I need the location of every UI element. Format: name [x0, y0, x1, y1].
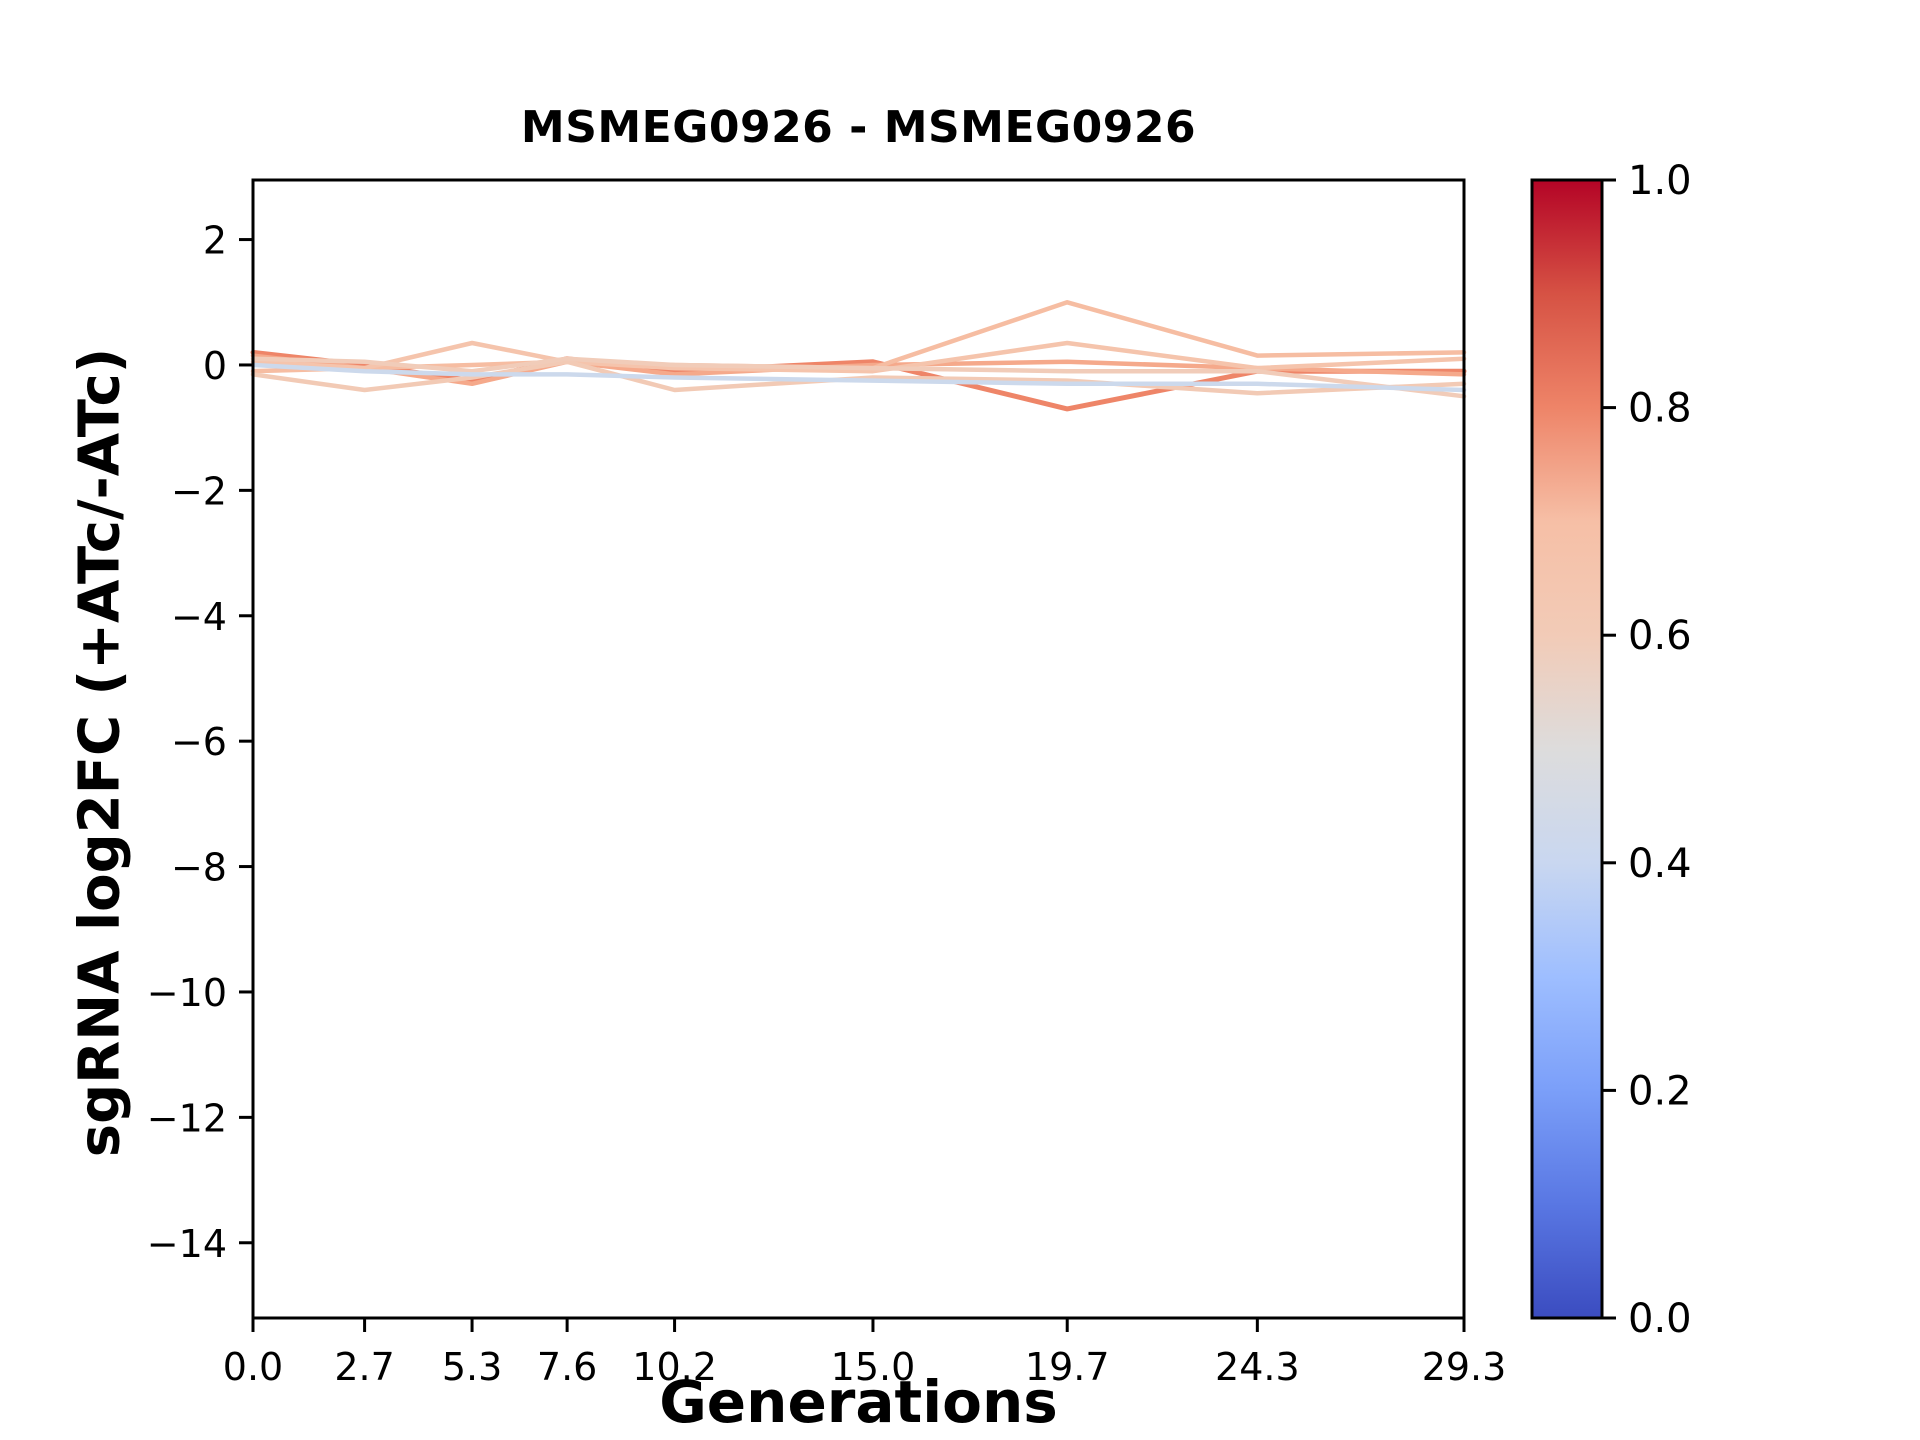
colorbar-tick-label: 0.4 [1628, 841, 1692, 887]
y-tick-label: 0 [203, 344, 227, 388]
y-tick-label: −2 [171, 469, 227, 513]
x-tick-label: 0.0 [223, 1345, 283, 1389]
series-line-sgRNA-7 [250, 362, 1467, 393]
y-tick-label: −6 [171, 720, 227, 764]
colorbar [1530, 178, 1604, 1320]
x-tick-label: 5.3 [442, 1345, 502, 1389]
x-tick-label: 2.7 [334, 1345, 394, 1389]
y-tick-label: 2 [203, 219, 227, 263]
colorbar-tick-label: 0.6 [1628, 613, 1692, 659]
x-tick-label: 24.3 [1215, 1345, 1300, 1389]
y-tick-label: −8 [171, 846, 227, 890]
series-line-sgRNA-6 [250, 356, 1467, 399]
series-line-sgRNA-5 [250, 359, 1467, 396]
colorbar-tick-label: 0.8 [1628, 386, 1692, 432]
colorbar-tick-label: 0.0 [1628, 1296, 1692, 1342]
y-tick-label: −14 [147, 1222, 227, 1266]
chart-title: MSMEG0926 - MSMEG0926 [520, 102, 1197, 153]
plot-frame [251, 178, 1466, 1320]
y-tick-label: −10 [147, 971, 227, 1015]
series-line-sgRNA-4 [250, 340, 1467, 374]
y-tick-label: −12 [147, 1096, 227, 1140]
x-axis-label: Generations [659, 1368, 1058, 1436]
x-tick-label: 19.7 [1025, 1345, 1110, 1389]
x-tick-label: 29.3 [1422, 1345, 1507, 1389]
colorbar-tick-label: 1.0 [1628, 158, 1692, 204]
colorbar-tick-label: 0.2 [1628, 1068, 1692, 1114]
x-tick-label: 15.0 [831, 1345, 916, 1389]
y-tick-label: −4 [171, 595, 227, 639]
x-tick-label: 7.6 [537, 1345, 597, 1389]
x-tick-label: 10.2 [632, 1345, 717, 1389]
